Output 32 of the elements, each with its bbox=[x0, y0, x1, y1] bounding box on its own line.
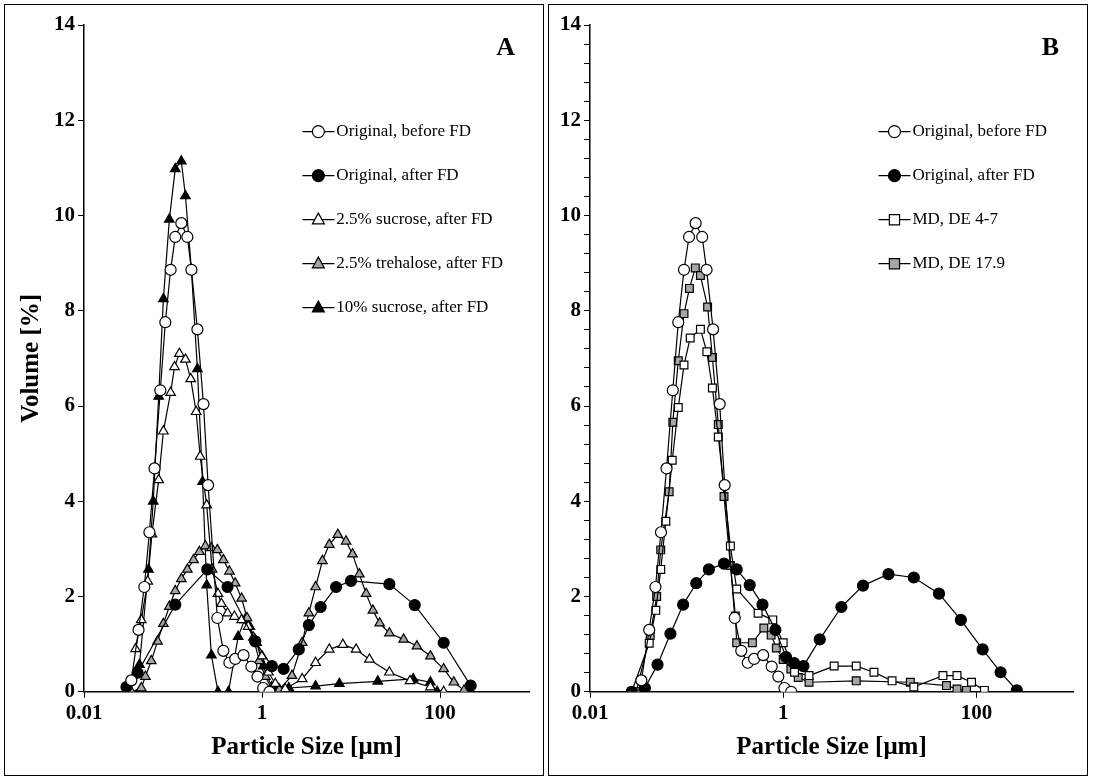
y-tick-label: 12 bbox=[560, 106, 581, 131]
y-tick-label: 8 bbox=[570, 297, 581, 322]
annotation: B bbox=[1041, 31, 1059, 61]
x-axis-title: Particle Size [μm] bbox=[211, 732, 402, 760]
y-tick-label: 14 bbox=[54, 11, 76, 36]
y-tick-label: 14 bbox=[560, 11, 582, 36]
y-tick-label: 6 bbox=[570, 392, 581, 417]
legend-label: 2.5% sucrose, after FD bbox=[336, 209, 493, 229]
y-axis-title: Volume [%] bbox=[16, 293, 44, 423]
legend-label: 2.5% trehalose, after FD bbox=[336, 253, 503, 273]
y-tick-label: 2 bbox=[64, 582, 75, 607]
legend-label: Original, before FD bbox=[336, 121, 471, 141]
y-tick-label: 8 bbox=[64, 297, 75, 322]
y-tick-label: 10 bbox=[54, 201, 75, 226]
y-tick-label: 2 bbox=[570, 582, 581, 607]
y-tick-label: 10 bbox=[560, 201, 581, 226]
legend-label: Original, after FD bbox=[912, 165, 1035, 185]
x-tick-label: 1 bbox=[777, 699, 789, 724]
legend-label: MD, DE 4-7 bbox=[912, 209, 999, 229]
annotation: A bbox=[496, 31, 516, 61]
x-axis-title: Particle Size [μm] bbox=[736, 732, 927, 760]
y-tick-label: 12 bbox=[54, 106, 75, 131]
legend-label: MD, DE 17.9 bbox=[912, 253, 1006, 273]
y-tick-label: 6 bbox=[64, 392, 75, 417]
y-tick-label: 4 bbox=[64, 487, 76, 512]
x-tick-label: 1 bbox=[256, 699, 268, 724]
legend-label: Original, after FD bbox=[336, 165, 459, 185]
legend-label: Original, before FD bbox=[912, 121, 1048, 141]
legend-label: 10% sucrose, after FD bbox=[336, 297, 489, 317]
y-tick-label: 4 bbox=[570, 487, 582, 512]
x-tick-label: 100 bbox=[960, 699, 993, 724]
x-tick-label: 100 bbox=[424, 699, 456, 724]
